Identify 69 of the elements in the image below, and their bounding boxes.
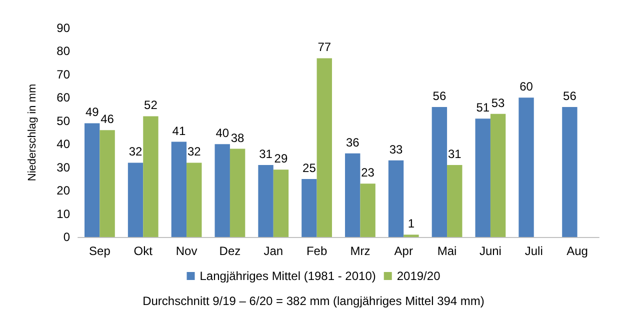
x-tick-label: Nov	[176, 244, 198, 258]
data-label: 23	[361, 166, 375, 180]
bar	[258, 165, 274, 237]
legend-label: Langjähriges Mittel (1981 - 2010)	[200, 269, 376, 283]
data-label: 77	[318, 40, 332, 54]
x-tick-label: Mrz	[350, 244, 370, 258]
bar	[128, 162, 144, 237]
bar	[432, 106, 448, 237]
data-label: 32	[128, 144, 143, 159]
data-label: 56	[432, 88, 446, 103]
x-tick-label: Mai	[437, 244, 457, 258]
bar	[186, 162, 202, 237]
x-tick-label: Aug	[566, 244, 588, 258]
x-tick-label: Dez	[219, 244, 241, 258]
bar	[230, 148, 246, 237]
y-tick-label: 30	[56, 160, 70, 174]
y-tick-label: 60	[56, 90, 70, 105]
data-label: 32	[187, 144, 202, 159]
bar	[447, 165, 462, 237]
bar	[84, 123, 100, 237]
y-tick-label: 50	[56, 114, 70, 128]
x-tick-label: Juni	[479, 244, 502, 258]
x-tick-label: Jan	[264, 244, 284, 258]
data-label: 49	[85, 105, 100, 120]
x-tick-label: Juli	[524, 244, 543, 258]
x-tick-label: Apr	[394, 244, 413, 258]
bar	[360, 184, 376, 237]
bar	[143, 116, 158, 237]
data-label: 51	[476, 100, 490, 115]
bar	[518, 98, 534, 237]
data-label: 31	[448, 147, 462, 162]
bar	[388, 160, 404, 237]
data-label: 29	[274, 152, 288, 166]
legend-label: 2019/20	[396, 269, 441, 283]
data-label: 53	[491, 96, 506, 110]
bar	[475, 118, 490, 237]
data-label: 36	[346, 135, 360, 150]
data-label: 31	[259, 147, 273, 162]
bar	[214, 144, 230, 237]
bar	[562, 106, 578, 237]
data-label: 1	[408, 216, 415, 231]
y-tick-label: 90	[56, 21, 70, 35]
y-axis-title: Niederschlag in mm	[26, 84, 38, 182]
bar	[171, 142, 187, 237]
data-label: 60	[520, 80, 534, 94]
y-tick-label: 80	[56, 44, 70, 58]
data-label: 52	[144, 98, 158, 112]
y-tick-label: 40	[56, 137, 70, 152]
x-tick-label: Feb	[306, 244, 328, 258]
data-label: 41	[172, 124, 186, 138]
data-label: 46	[100, 112, 114, 126]
bar	[316, 58, 332, 237]
data-label: 38	[230, 130, 245, 145]
x-tick-label: Okt	[134, 244, 154, 258]
bar	[273, 170, 289, 237]
bar	[490, 114, 506, 237]
data-label: 56	[563, 88, 577, 103]
y-tick-label: 70	[56, 67, 70, 82]
x-tick-label: Sep	[89, 244, 111, 258]
data-label: 25	[302, 160, 316, 175]
y-tick-label: 0	[63, 230, 70, 244]
bar	[345, 153, 360, 237]
y-tick-label: 20	[56, 184, 70, 198]
bar	[302, 178, 317, 237]
y-tick-label: 10	[56, 206, 70, 221]
bar	[100, 130, 115, 237]
text: Durchschnitt 9/19 – 6/20 = 382 mm (langjähriges Mittel 394 mm)	[142, 294, 484, 308]
data-label: 33	[389, 142, 404, 156]
data-label: 40	[216, 126, 230, 140]
